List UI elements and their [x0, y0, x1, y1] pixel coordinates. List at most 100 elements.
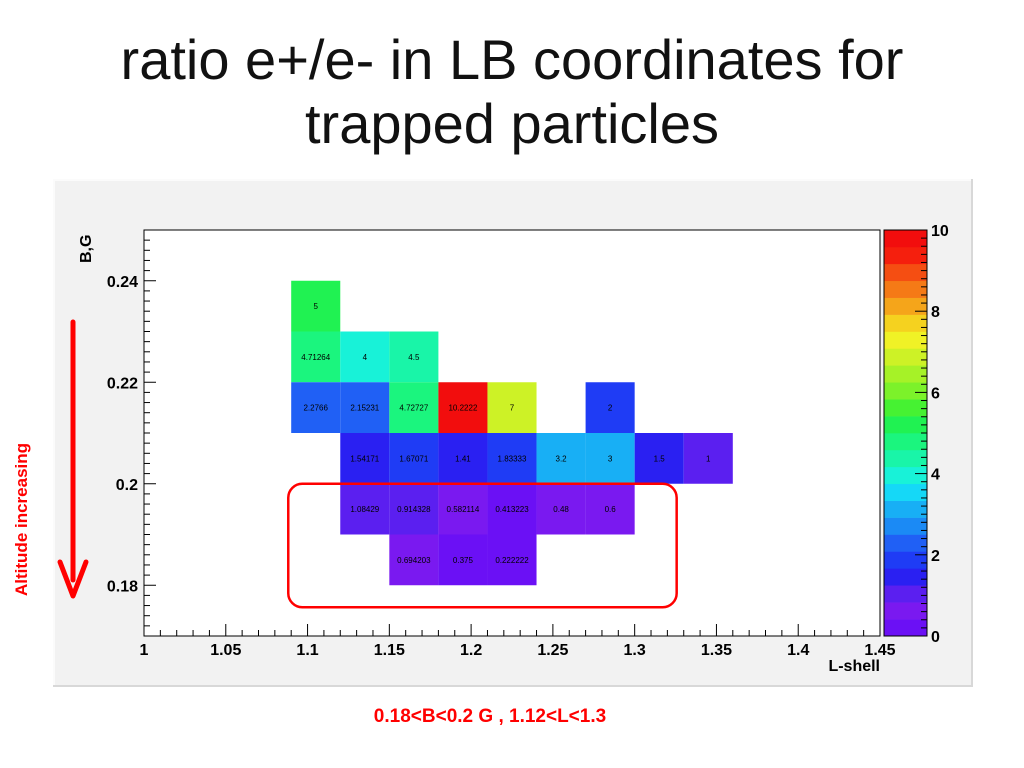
colorbar-segment — [884, 399, 927, 417]
colorbar-tick-label: 8 — [931, 304, 940, 321]
heatmap-cell — [291, 280, 341, 332]
x-tick-label: 1.35 — [701, 642, 732, 659]
colorbar-tick-label: 6 — [931, 385, 940, 402]
heatmap-cell — [438, 483, 488, 535]
x-tick-label: 1.25 — [537, 642, 568, 659]
x-tick-label: 1.2 — [460, 642, 482, 659]
axis-ticks: 1 1.05 1.1 1.15 1.2 1.25 1.3 1.35 1.4 1.45 0.18 0.2… — [107, 229, 896, 659]
heatmap-cell-label: 0.6 — [605, 505, 617, 514]
colorbar-segment — [884, 483, 927, 501]
heatmap-cell-label: 3 — [608, 454, 613, 463]
heatmap-cell — [536, 433, 586, 484]
heatmap-cell-label: 0.413223 — [495, 505, 529, 514]
y-tick-label: 0.18 — [107, 578, 138, 595]
heatmap-cell-label: 0.375 — [453, 556, 474, 565]
heatmap-cell — [438, 382, 488, 433]
colorbar-segment — [884, 348, 927, 366]
colorbar-tick-label: 10 — [931, 223, 949, 240]
colorbar-tick-label: 2 — [931, 548, 940, 565]
heatmap-chart: 54.71264 4 4.52.2766 2.15231 4.72727 10.2222 7… — [78, 223, 949, 675]
heatmap-cell-label: 0.48 — [553, 505, 569, 514]
colorbar-segment — [884, 500, 927, 518]
colorbar-segment — [884, 230, 927, 248]
colorbar-segment — [884, 517, 927, 535]
colorbar-segment — [884, 568, 927, 586]
heatmap-cell-label: 3.2 — [556, 454, 568, 463]
heatmap-cell — [340, 331, 390, 383]
heatmap-cell-label: 1.67071 — [399, 454, 428, 463]
heatmap-cell — [340, 433, 390, 484]
heatmap-cell-label: 0.914328 — [397, 505, 431, 514]
heatmap-cell-label: 4 — [363, 353, 368, 362]
heatmap-cell-label: 4.72727 — [399, 404, 428, 413]
heatmap-cell — [487, 534, 537, 586]
y-tick-label: 0.22 — [107, 375, 138, 392]
colorbar-segment — [884, 314, 927, 332]
heatmap-cell-label: 1.08429 — [350, 505, 379, 514]
x-axis-label: L-shell — [828, 658, 880, 675]
colorbar-segment — [884, 534, 927, 552]
heatmap-cell-label: 2 — [608, 404, 613, 413]
y-tick-label: 0.2 — [116, 477, 138, 494]
colorbar-segment — [884, 619, 927, 637]
heatmap-cell-label: 1.83333 — [498, 454, 527, 463]
heatmap-cell — [340, 483, 390, 535]
x-tick-label: 1.4 — [787, 642, 809, 659]
heatmap-cell-label: 5 — [314, 302, 319, 311]
colorbar-segment — [884, 263, 927, 282]
heatmap-cell-label: 4.71264 — [301, 353, 330, 362]
altitude-increasing-label: Altitude increasing — [12, 442, 31, 596]
colorbar-segment — [884, 585, 927, 603]
heatmap-cell-label: 4.5 — [408, 353, 420, 362]
highlight-region-box — [287, 482, 678, 609]
y-tick-label: 0.24 — [107, 274, 138, 291]
heatmap-cell — [634, 433, 684, 484]
heatmap-cell-label: 1.54171 — [350, 454, 379, 463]
colorbar-segment — [884, 433, 927, 451]
heatmap-cell — [291, 331, 341, 383]
heatmap-cell-label: 1.5 — [654, 454, 666, 463]
heatmap-cell — [585, 382, 635, 433]
heatmap-cell-label: 0.582114 — [447, 505, 480, 514]
heatmap-cells: 5 4.71264 4 4.5 2.2766 2.15231 4.72727 10.2222 7… — [291, 280, 733, 586]
x-tick-label: 1.05 — [210, 642, 241, 659]
heatmap-cell — [389, 433, 439, 484]
heatmap-cell-label: 2.15231 — [350, 404, 379, 413]
colorbar-segment — [884, 416, 927, 434]
colorbar-segment — [884, 449, 927, 468]
x-tick-label: 1 — [140, 642, 149, 659]
colorbar: 0 2 4 6 8 10 — [883, 223, 949, 646]
heatmap-cell — [438, 433, 488, 484]
heatmap-cell — [585, 433, 635, 484]
slide-title: ratio e+/e- in LB coordinates for trappe… — [0, 28, 1024, 156]
x-tick-label: 1.15 — [374, 642, 405, 659]
colorbar-segment — [884, 297, 927, 315]
heatmap-cell-label: 1.41 — [455, 454, 471, 463]
heatmap-cell — [389, 382, 439, 433]
y-axis-label: B,G — [78, 235, 95, 263]
heatmap-cell — [683, 433, 733, 484]
heatmap-cell — [438, 534, 488, 586]
heatmap-cell — [389, 331, 439, 383]
heatmap-cell-label: 0.694203 — [397, 556, 431, 565]
heatmap-cell — [291, 382, 341, 433]
heatmap-cell — [340, 382, 390, 433]
slide-title-line-2: trapped particles — [304, 92, 719, 155]
heatmap-cell-label: 1 — [706, 454, 711, 463]
colorbar-segment — [884, 551, 927, 569]
colorbar-segment — [884, 602, 927, 620]
heatmap-cell — [487, 382, 537, 433]
x-tick-label: 1.1 — [296, 642, 318, 659]
heatmap-cell-label: 10.2222 — [448, 404, 477, 413]
heatmap-cell — [487, 433, 537, 484]
colorbar-segment — [884, 280, 927, 298]
heatmap-cell-label: 2.2766 — [303, 404, 328, 413]
colorbar-segment — [884, 382, 927, 400]
colorbar-segment — [884, 246, 927, 265]
x-tick-label: 1.45 — [864, 642, 895, 659]
colorbar-segment — [884, 365, 927, 383]
heatmap-cell — [389, 534, 439, 586]
slide-title-line-1: ratio e+/e- in LB coordinates for — [120, 28, 904, 91]
colorbar-tick-label: 0 — [931, 629, 940, 646]
colorbar-segment — [884, 331, 927, 349]
